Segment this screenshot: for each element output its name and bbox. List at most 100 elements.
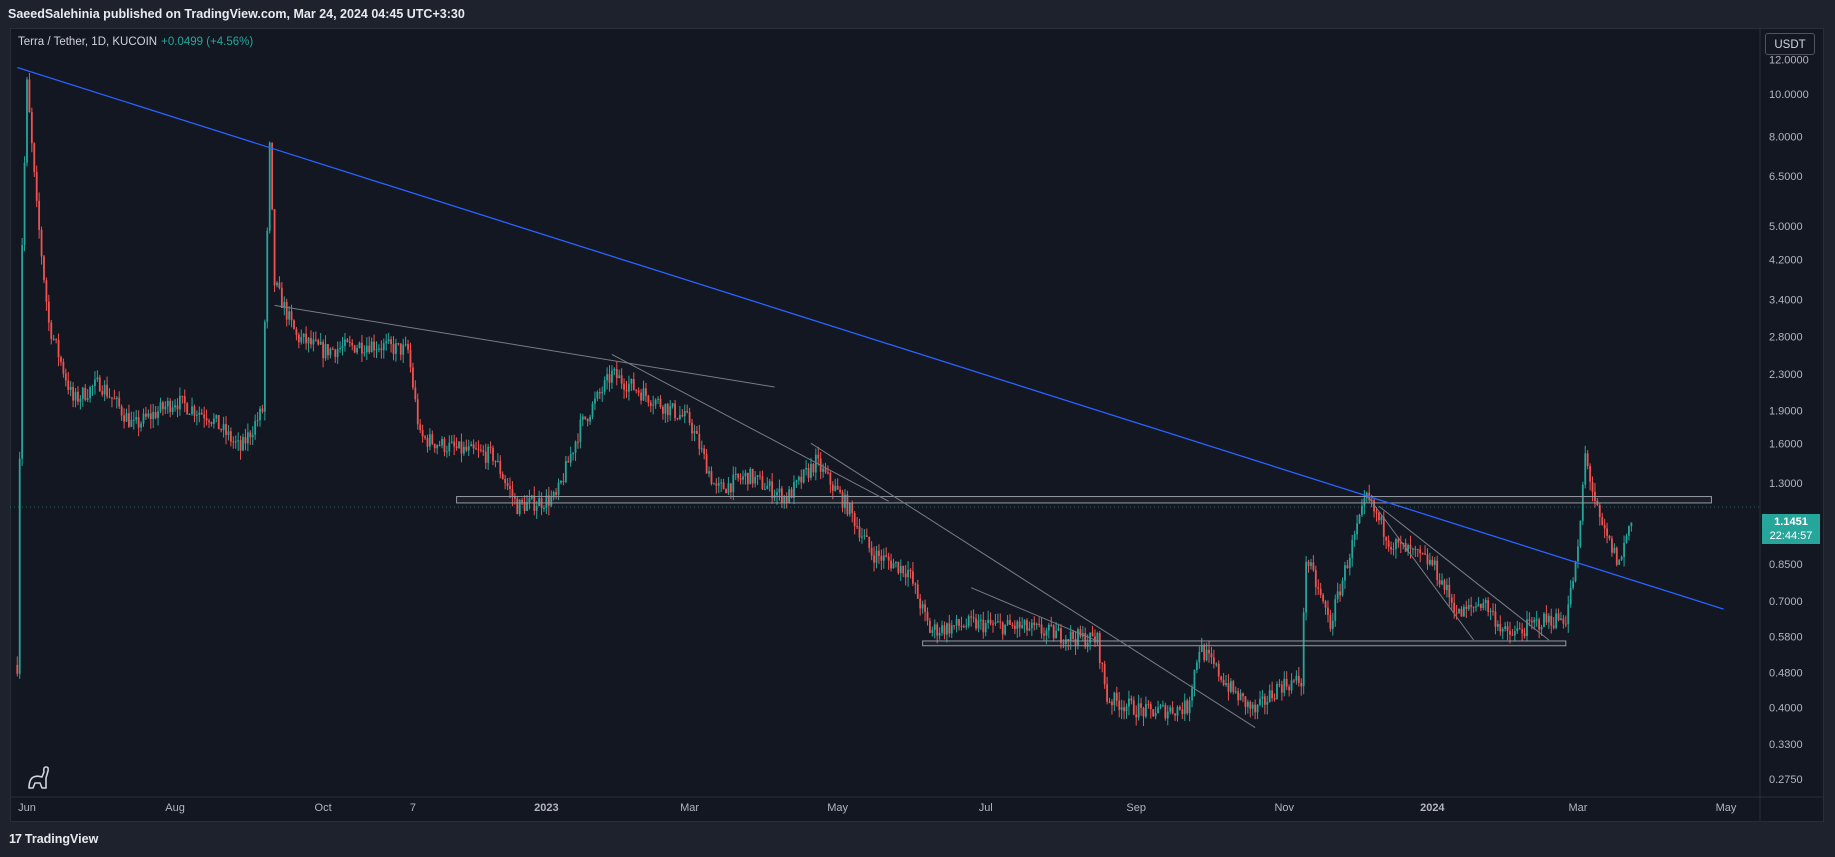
candle-body xyxy=(33,143,36,173)
candle-body xyxy=(1314,570,1317,588)
tradingview-logo[interactable]: 17 TradingView xyxy=(9,832,98,846)
candle-body xyxy=(69,386,72,390)
candle-body xyxy=(179,395,181,410)
candle-body xyxy=(1210,653,1213,658)
candle-body xyxy=(1040,624,1043,634)
candle-body xyxy=(50,322,53,339)
candle-body xyxy=(574,441,577,453)
candle-body xyxy=(1584,453,1587,485)
candle-body xyxy=(943,625,946,635)
candle-body xyxy=(822,468,825,472)
candle-body xyxy=(492,447,494,461)
candle-body xyxy=(1487,600,1490,612)
candle-body xyxy=(1448,584,1451,598)
candle-body xyxy=(1504,626,1507,629)
candle-body xyxy=(1234,691,1237,693)
candle-body xyxy=(686,410,689,413)
candle-body xyxy=(55,338,58,340)
candle-body xyxy=(693,431,696,434)
candle-body xyxy=(399,343,402,355)
candle-body xyxy=(1162,704,1164,706)
candle-body xyxy=(193,406,196,416)
candle-body xyxy=(98,377,101,392)
candle-body xyxy=(907,569,909,578)
y-tick-label: 0.4800 xyxy=(1769,668,1803,680)
candle-body xyxy=(1215,663,1218,665)
candle-body xyxy=(1147,704,1150,706)
candle-body xyxy=(1128,698,1130,707)
candle-body xyxy=(1271,690,1274,699)
candle-body xyxy=(1397,539,1400,543)
candle-body xyxy=(373,341,375,351)
dino-icon[interactable] xyxy=(26,764,54,790)
chart-frame[interactable] xyxy=(10,28,1824,822)
candle-body xyxy=(1077,629,1079,646)
symbol-legend[interactable]: Terra / Tether, 1D, KUCOIN +0.0499 (+4.56… xyxy=(18,36,253,48)
candle-body xyxy=(414,387,417,400)
candle-body xyxy=(1450,597,1453,603)
candle-body xyxy=(504,479,507,484)
candle-body xyxy=(817,454,820,459)
candle-body xyxy=(921,604,924,609)
candle-body xyxy=(1339,591,1341,596)
x-tick-label: Mar xyxy=(680,802,699,814)
candle-body xyxy=(1176,706,1179,716)
candle-body xyxy=(679,414,681,419)
candle-body xyxy=(467,446,470,451)
candle-body xyxy=(23,162,26,246)
candle-body xyxy=(1254,704,1257,713)
candle-body xyxy=(827,472,829,474)
candle-body xyxy=(263,321,266,412)
candle-body xyxy=(603,380,606,392)
candle-body xyxy=(1577,546,1579,562)
candle-body xyxy=(477,449,480,451)
candle-body xyxy=(1416,549,1419,551)
candle-body xyxy=(635,389,638,391)
candle-body xyxy=(700,448,703,450)
y-tick-label: 2.3000 xyxy=(1769,369,1803,381)
candle-body xyxy=(1327,607,1329,615)
candle-body xyxy=(1086,642,1089,647)
candle-body xyxy=(987,619,990,624)
candle-body xyxy=(1091,632,1094,637)
candle-body xyxy=(1555,613,1558,628)
candle-body xyxy=(429,434,431,447)
candle-body xyxy=(979,619,982,621)
x-tick-label: Jul xyxy=(979,802,993,814)
candle-body xyxy=(958,619,960,626)
candle-body xyxy=(1295,675,1298,681)
candle-body xyxy=(904,573,907,578)
candle-body xyxy=(749,469,752,485)
support-zone xyxy=(922,640,1567,647)
candle-body xyxy=(45,280,48,302)
candle-body xyxy=(1341,580,1344,596)
candle-body xyxy=(1543,613,1545,628)
candle-body xyxy=(431,434,434,445)
candle-body xyxy=(62,361,65,374)
candle-body xyxy=(475,448,477,450)
candle-body xyxy=(1484,600,1487,604)
candle-body xyxy=(844,494,846,508)
y-tick-label: 12.0000 xyxy=(1769,54,1809,66)
candle-body xyxy=(380,348,383,351)
candle-body xyxy=(1475,606,1477,608)
candle-body xyxy=(807,468,810,478)
currency-button[interactable]: USDT xyxy=(1765,33,1815,55)
candle-body xyxy=(637,390,640,393)
candle-body xyxy=(652,404,655,406)
candle-body xyxy=(203,414,206,419)
candle-body xyxy=(397,343,400,345)
candle-body xyxy=(1183,700,1186,714)
candle-body xyxy=(1344,565,1346,581)
candle-body xyxy=(465,446,468,451)
y-tick-label: 10.0000 xyxy=(1769,89,1809,101)
candle-body xyxy=(1591,481,1594,492)
candle-body xyxy=(992,623,994,625)
candle-body xyxy=(1336,591,1339,600)
candle-body xyxy=(1135,714,1138,718)
candle-body xyxy=(1132,700,1135,715)
candle-body xyxy=(1004,624,1007,635)
candle-body xyxy=(601,391,604,394)
x-tick-label: 2023 xyxy=(534,802,558,814)
